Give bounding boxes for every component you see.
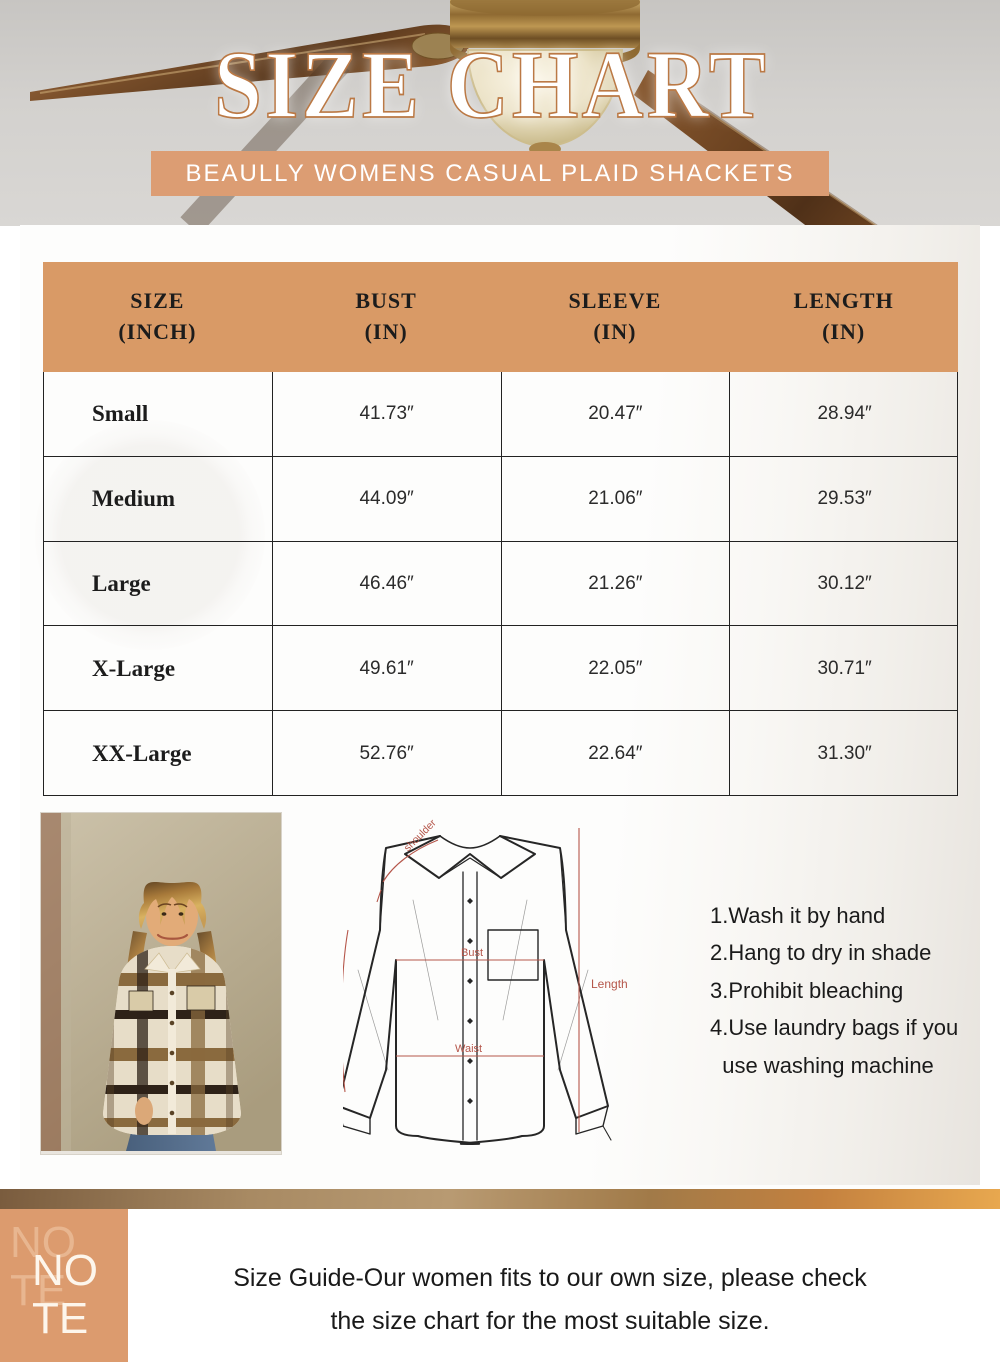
svg-text:Length: Length	[591, 977, 628, 991]
svg-text:Bust: Bust	[461, 947, 483, 959]
svg-text:Waist: Waist	[455, 1043, 482, 1055]
